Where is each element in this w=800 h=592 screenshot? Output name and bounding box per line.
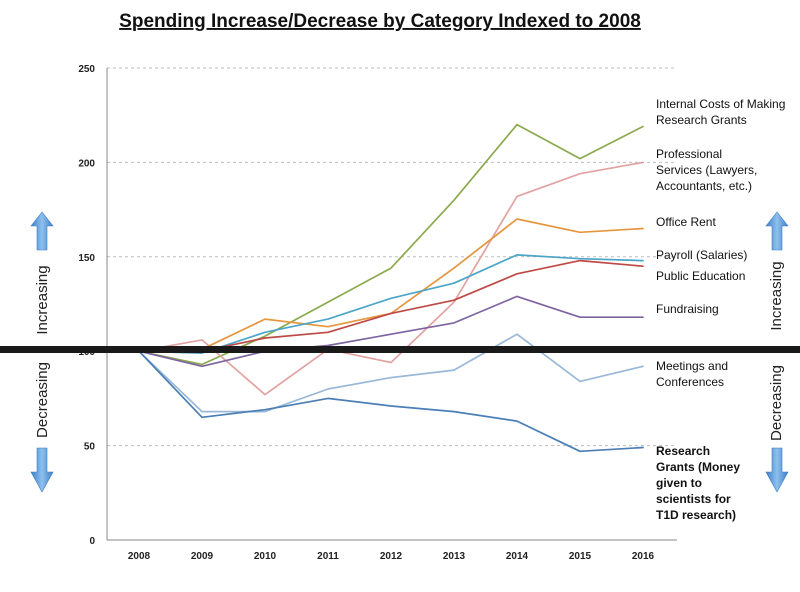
x-tick-label: 2008 (128, 551, 151, 562)
x-tick-label: 2015 (569, 551, 592, 562)
baseline-100-bar (0, 346, 800, 353)
series-label: Professional Services (Lawyers, Accountant… (656, 147, 757, 193)
decreasing-label-left: Decreasing (34, 362, 51, 438)
series-line (138, 259, 644, 353)
x-tick-label: 2010 (254, 551, 277, 562)
grid (107, 67, 677, 447)
series-lines (138, 123, 644, 453)
x-tick-label: 2012 (380, 551, 403, 562)
y-tick-label: 250 (78, 64, 95, 75)
y-tick-label: 150 (78, 253, 95, 264)
series-line (138, 333, 644, 413)
decrease-arrow-right (765, 447, 789, 493)
series-line (138, 123, 644, 366)
x-tick-label: 2014 (506, 551, 529, 562)
series-line (138, 161, 644, 396)
series-label: Office Rent (656, 215, 716, 229)
increase-arrow-right (765, 211, 789, 251)
series-label: Internal Costs of Making Research Grants (656, 97, 785, 127)
series-labels: Internal Costs of Making Research Grants P… (656, 97, 785, 522)
x-tick-label: 2013 (443, 551, 466, 562)
series-label: Meetings and Conferences (656, 359, 728, 389)
series-line (138, 218, 644, 353)
y-tick-label: 50 (84, 442, 96, 453)
decrease-arrow-left (30, 447, 54, 493)
x-axis-ticks: 2008 2009 2010 2011 2012 2013 2014 2015 2016 (128, 551, 655, 562)
decreasing-label-right: Decreasing (768, 365, 785, 441)
y-axis-ticks: 050100150200250 (78, 64, 95, 547)
x-tick-label: 2009 (191, 551, 214, 562)
series-line (138, 254, 644, 354)
increasing-label-left: Increasing (34, 265, 51, 334)
series-label: Public Education (656, 269, 745, 283)
series-line (138, 350, 644, 453)
series-label: Payroll (Salaries) (656, 248, 747, 262)
x-tick-label: 2016 (632, 551, 655, 562)
y-tick-label: 0 (89, 536, 95, 547)
increasing-label-right: Increasing (768, 261, 785, 330)
chart-title: Spending Increase/Decrease by Category I… (119, 11, 641, 32)
series-line (138, 295, 644, 368)
increase-arrow-left (30, 211, 54, 251)
x-tick-label: 2011 (317, 551, 339, 562)
series-label: Fundraising (656, 302, 719, 316)
series-label: Research Grants (Money given to scientists … (656, 444, 740, 522)
y-tick-label: 200 (78, 158, 95, 169)
